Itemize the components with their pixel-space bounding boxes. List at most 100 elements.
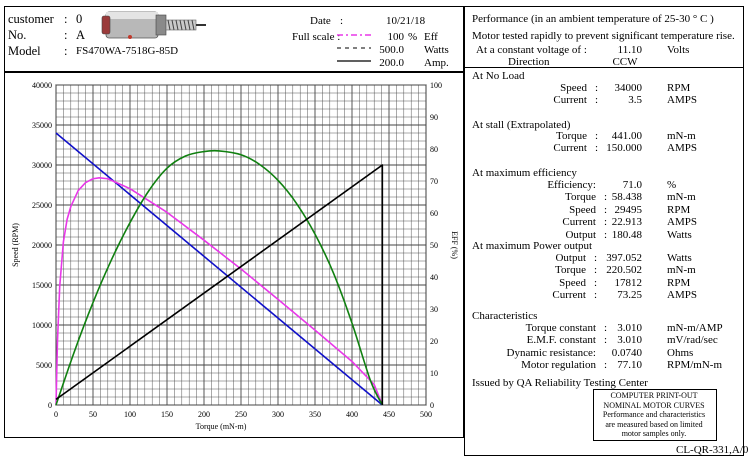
stall-row-sep: : <box>595 130 599 142</box>
date-sep: : <box>340 15 344 27</box>
maxeff-row-unit: AMPS <box>667 216 697 229</box>
maxeff-row-value: 180.48 <box>611 228 642 241</box>
maxeff-row-sep: : <box>604 191 608 204</box>
chart-frame <box>4 72 464 438</box>
voltage-unit: Volts <box>667 44 690 56</box>
noload-row-sep: : <box>595 82 599 94</box>
performance-subtitle: Motor tested rapidly to prevent signific… <box>472 30 735 42</box>
stall-heading: At stall (Extrapolated) <box>472 119 571 131</box>
maxpow-row-unit: RPM <box>667 276 691 289</box>
model-sep: : <box>64 44 68 58</box>
series-current-line <box>55 164 384 405</box>
y-left-tick-label: 30000 <box>32 161 52 170</box>
maxeff-row-unit: % <box>667 179 677 191</box>
char-row-unit: Ohms <box>667 346 694 359</box>
char-row-unit: mN-m/AMP <box>667 322 723 334</box>
legend-amp-unit: Amp. <box>424 57 449 69</box>
y-right-tick-label: 50 <box>430 241 438 250</box>
char-row-value: 77.10 <box>617 359 642 372</box>
y-left-tick-label: 0 <box>48 401 52 410</box>
direction-label: Direction <box>508 56 550 68</box>
maxpow-row-sep: : <box>594 289 598 302</box>
header-frame <box>4 6 464 72</box>
model-label: Model <box>8 44 41 58</box>
maxpow-row-unit: AMPS <box>667 289 697 302</box>
maxpow-row-value: 17812 <box>614 276 643 289</box>
y-left-tick-label: 40000 <box>32 81 52 90</box>
maxeff-row-label: Torque <box>565 191 596 204</box>
maxpow-row-sep: : <box>594 252 598 264</box>
maxeff-row-value: 29495 <box>614 203 643 216</box>
char-heading: Characteristics <box>472 310 538 322</box>
legend-eff-unit: % <box>408 31 418 43</box>
x-tick-label: 450 <box>383 410 395 419</box>
noload-row-value: 34000 <box>614 82 643 94</box>
performance-title: Performance (in an ambient temperature o… <box>472 13 714 25</box>
y-right-tick-label: 70 <box>430 177 438 186</box>
x-tick-label: 150 <box>161 410 173 419</box>
x-tick-label: 0 <box>54 410 58 419</box>
series-eff-line <box>55 177 384 406</box>
maxpow-row-value: 73.25 <box>617 289 642 302</box>
right-panel-frame <box>464 6 744 456</box>
char-row-sep: : <box>604 359 608 372</box>
maxpow-row-unit: Watts <box>667 252 692 264</box>
maxeff-row-label: Efficiency: <box>547 179 596 191</box>
maxpow-row-label: Output <box>555 252 586 264</box>
y-right-tick-label: 0 <box>430 401 434 410</box>
char-row-unit: RPM/mN-m <box>667 359 723 372</box>
x-tick-label: 100 <box>124 410 136 419</box>
y-right-tick-label: 10 <box>430 369 438 378</box>
char-row-unit: mV/rad/sec <box>667 334 718 347</box>
char-row-label: Motor regulation <box>521 359 596 372</box>
legend-eff-value: 100 <box>387 31 405 43</box>
noload-row-label: Current <box>553 94 587 107</box>
char-row-sep: : <box>604 322 608 334</box>
char-row-label: Dynamic resistance: <box>506 346 597 359</box>
x-axis-label: Torque (mN-m) <box>196 422 247 431</box>
y-left-tick-label: 25000 <box>32 201 52 210</box>
maxeff-row-sep: : <box>604 228 608 241</box>
y-right-tick-label: 30 <box>430 305 438 314</box>
legend-watts-value: 500.0 <box>379 44 404 56</box>
y-left-tick-label: 5000 <box>36 361 52 370</box>
maxeff-row-sep: : <box>604 216 608 229</box>
maxeff-row-value: 71.0 <box>622 179 642 191</box>
char-row-sep: : <box>604 334 608 347</box>
motor-image <box>101 11 206 39</box>
legend-eff-name: Eff <box>424 31 438 43</box>
y-left-tick-label: 10000 <box>32 321 52 330</box>
note-box-line: COMPUTER PRINT-OUT <box>610 391 698 400</box>
stall-row-value: 150.000 <box>606 142 642 155</box>
legend-swatches <box>337 34 371 62</box>
maxpow-heading: At maximum Power output <box>472 240 593 252</box>
stall-row-unit: AMPS <box>667 142 697 155</box>
maxeff-row-label: Output <box>565 228 596 241</box>
noload-row-unit: AMPS <box>667 94 697 107</box>
y-right-tick-label: 60 <box>430 209 438 218</box>
x-tick-label: 350 <box>309 410 321 419</box>
y-right-tick-label: 90 <box>430 113 438 122</box>
maxeff-row-value: 22.913 <box>611 216 642 229</box>
maxeff-row-value: 58.438 <box>611 191 642 204</box>
x-tick-label: 300 <box>272 410 284 419</box>
noload-row-label: Speed <box>560 82 587 94</box>
motor-performance-chart: 0500010000150002000025000300003500040000… <box>11 81 459 431</box>
noload-heading: At No Load <box>472 70 525 82</box>
stall-row-label: Torque <box>556 130 587 142</box>
maxpow-row-sep: : <box>594 276 598 289</box>
char-row-value: 3.010 <box>617 322 642 334</box>
stall-row-sep: : <box>595 142 599 155</box>
no-value: A <box>76 28 86 42</box>
y-left-tick-label: 35000 <box>32 121 52 130</box>
customer-label: customer <box>8 12 54 26</box>
note-box <box>593 389 717 441</box>
direction-value: CCW <box>612 56 638 68</box>
maxeff-row-label: Current <box>562 216 596 229</box>
maxpow-row-value: 220.502 <box>606 264 642 277</box>
x-tick-label: 250 <box>235 410 247 419</box>
maxeff-row-unit: RPM <box>667 203 691 216</box>
direction-rule <box>465 67 744 68</box>
y-left-axis-label: Speed (RPM) <box>11 223 20 267</box>
